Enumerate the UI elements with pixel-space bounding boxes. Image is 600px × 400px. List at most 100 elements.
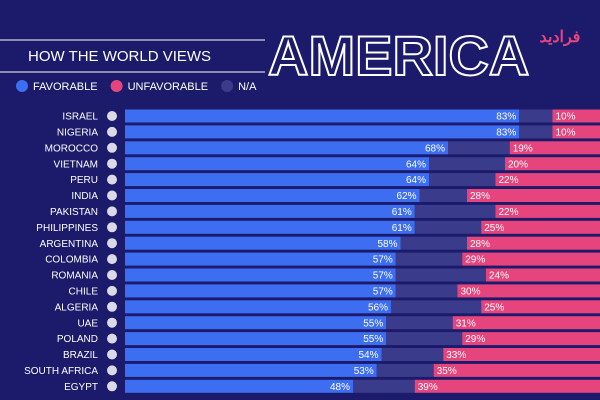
- bar-segment: [125, 109, 520, 123]
- bar-segment: [519, 109, 553, 123]
- bar-segment: [462, 252, 600, 266]
- value-label: 10%: [556, 112, 576, 123]
- value-label: 58%: [377, 239, 397, 250]
- category-label: EGYPT: [64, 382, 98, 393]
- bar-segment: [467, 236, 600, 250]
- watermark: فرادید: [540, 29, 581, 47]
- value-label: 22%: [499, 175, 519, 186]
- bar-segment: [467, 189, 600, 202]
- flag: [107, 333, 117, 344]
- bar-segment: [414, 204, 496, 218]
- value-label: 56%: [368, 302, 388, 313]
- plot: ISRAEL 83% 10% NIGERIA 83% 10% MOROCCO 68% 19% VI…: [24, 109, 600, 393]
- bar-segment: [395, 268, 486, 282]
- flag: [107, 158, 117, 169]
- bar-segment: [486, 268, 600, 282]
- bar-segment: [353, 379, 415, 393]
- bar-segment: [125, 379, 353, 393]
- category-label: ALGERIA: [55, 302, 99, 313]
- value-label: 20%: [508, 159, 528, 170]
- value-label: 29%: [465, 334, 485, 345]
- category-label: UAE: [77, 318, 98, 329]
- value-label: 55%: [363, 318, 383, 329]
- value-label: 28%: [470, 239, 490, 250]
- value-label: 55%: [363, 334, 383, 345]
- bar-segment: [125, 316, 387, 330]
- bar-segment: [400, 236, 467, 250]
- legend-label: N/A: [238, 81, 257, 93]
- bar-segment: [125, 284, 396, 298]
- value-label: 29%: [465, 255, 485, 266]
- bar-segment: [125, 173, 429, 187]
- value-label: 54%: [358, 350, 378, 361]
- flag: [107, 142, 117, 153]
- flag: [107, 222, 117, 233]
- legend-swatch: [16, 80, 28, 92]
- bar-segment: [443, 348, 600, 361]
- bar-segment: [395, 284, 458, 298]
- value-label: 30%: [461, 287, 481, 298]
- value-label: 22%: [499, 207, 519, 218]
- flag: [107, 174, 117, 185]
- category-label: ISRAEL: [62, 112, 98, 123]
- bar-segment: [125, 141, 448, 155]
- bar-segment: [414, 220, 482, 234]
- category-label: SOUTH AFRICA: [24, 366, 98, 377]
- bar-segment: [429, 157, 505, 171]
- category-label: INDIA: [71, 191, 98, 202]
- category-label: CHILE: [69, 287, 99, 298]
- bar-segment: [386, 332, 463, 346]
- category-label: PHILIPPINES: [36, 223, 98, 234]
- legend-label: UNFAVORABLE: [128, 81, 209, 93]
- value-label: 62%: [396, 191, 416, 202]
- value-label: 57%: [373, 255, 393, 266]
- bar-segment: [433, 363, 600, 377]
- bar-segment: [386, 316, 453, 330]
- bar-segment: [414, 379, 600, 393]
- category-label: MOROCCO: [45, 143, 99, 154]
- bar-segment: [509, 141, 600, 155]
- bar-segment: [381, 348, 444, 361]
- flag: [107, 111, 117, 121]
- bar-segment: [125, 332, 387, 346]
- bar-segment: [457, 284, 600, 298]
- value-label: 53%: [354, 366, 374, 377]
- chart-title: AMERICA: [268, 24, 529, 87]
- bar-segment: [481, 300, 600, 314]
- category-label: PAKISTAN: [50, 207, 98, 218]
- bar-segment: [419, 189, 467, 202]
- category-label: ARGENTINA: [40, 239, 99, 250]
- value-label: 64%: [406, 175, 426, 186]
- flag: [107, 365, 117, 376]
- value-label: 83%: [496, 128, 516, 139]
- bar-segment: [125, 189, 420, 202]
- bar-segment: [395, 252, 463, 266]
- flag: [107, 254, 117, 265]
- bar-segment: [125, 268, 396, 282]
- value-label: 31%: [456, 318, 476, 329]
- value-label: 19%: [513, 143, 533, 154]
- value-label: 57%: [373, 287, 393, 298]
- bar-segment: [481, 220, 600, 234]
- flag: [107, 238, 117, 249]
- value-label: 25%: [484, 223, 504, 234]
- value-label: 61%: [392, 207, 412, 218]
- subtitle: HOW THE WORLD VIEWS: [28, 48, 211, 65]
- category-label: ROMANIA: [51, 271, 98, 282]
- bar-segment: [505, 157, 600, 171]
- flag: [107, 126, 117, 137]
- flag: [107, 206, 117, 217]
- category-label: VIETNAM: [54, 159, 98, 170]
- legend: FAVORABLE UNFAVORABLE N/A: [16, 80, 257, 93]
- bar-segment: [391, 300, 482, 314]
- category-label: POLAND: [57, 334, 98, 345]
- category-label: COLOMBIA: [45, 255, 98, 266]
- legend-swatch: [221, 80, 234, 92]
- value-label: 64%: [406, 159, 426, 170]
- value-label: 57%: [373, 271, 393, 282]
- value-label: 39%: [418, 382, 438, 393]
- value-label: 28%: [470, 191, 490, 202]
- value-label: 35%: [437, 366, 457, 377]
- flag: [107, 317, 117, 328]
